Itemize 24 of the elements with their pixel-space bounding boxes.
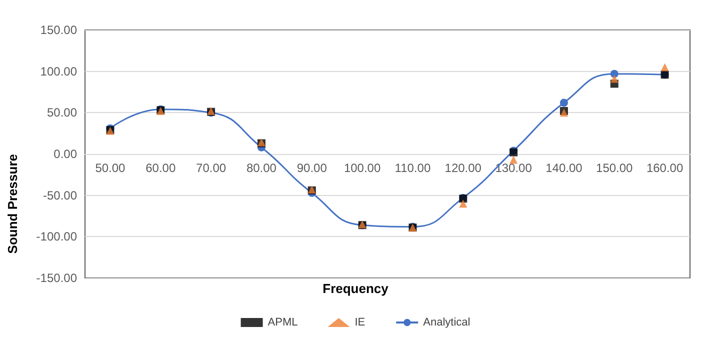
- x-tick-label: 80.00: [246, 161, 277, 175]
- legend-label: APML: [268, 316, 298, 328]
- x-tick-label: 150.00: [596, 161, 634, 175]
- y-tick-label: -50.00: [42, 188, 78, 202]
- x-tick-label: 90.00: [296, 161, 328, 175]
- legend-label: IE: [354, 316, 366, 328]
- legend-label: Analytical: [423, 316, 470, 328]
- y-tick-label: 150.00: [40, 23, 78, 37]
- y-axis-title: Sound Pressure: [5, 154, 20, 254]
- x-tick-label: 60.00: [146, 161, 176, 175]
- y-tick-label: -100.00: [36, 230, 78, 244]
- y-tick-label: -150.00: [36, 271, 78, 285]
- x-tick-label: 120.00: [444, 161, 482, 175]
- x-tick-label: 50.00: [95, 161, 126, 175]
- x-tick-label: 140.00: [546, 161, 583, 175]
- x-tick-label: 130.00: [495, 161, 532, 175]
- x-tick-label: 100.00: [344, 161, 381, 175]
- x-tick-label: 110.00: [394, 161, 431, 175]
- y-tick-label: 50.00: [46, 106, 78, 120]
- y-tick-label: 0.00: [54, 147, 78, 161]
- x-tick-label: 70.00: [196, 161, 226, 175]
- x-tick-label: 160.00: [646, 161, 684, 175]
- y-tick-label: 100.00: [40, 64, 78, 78]
- x-axis-title: Frequency: [322, 281, 390, 296]
